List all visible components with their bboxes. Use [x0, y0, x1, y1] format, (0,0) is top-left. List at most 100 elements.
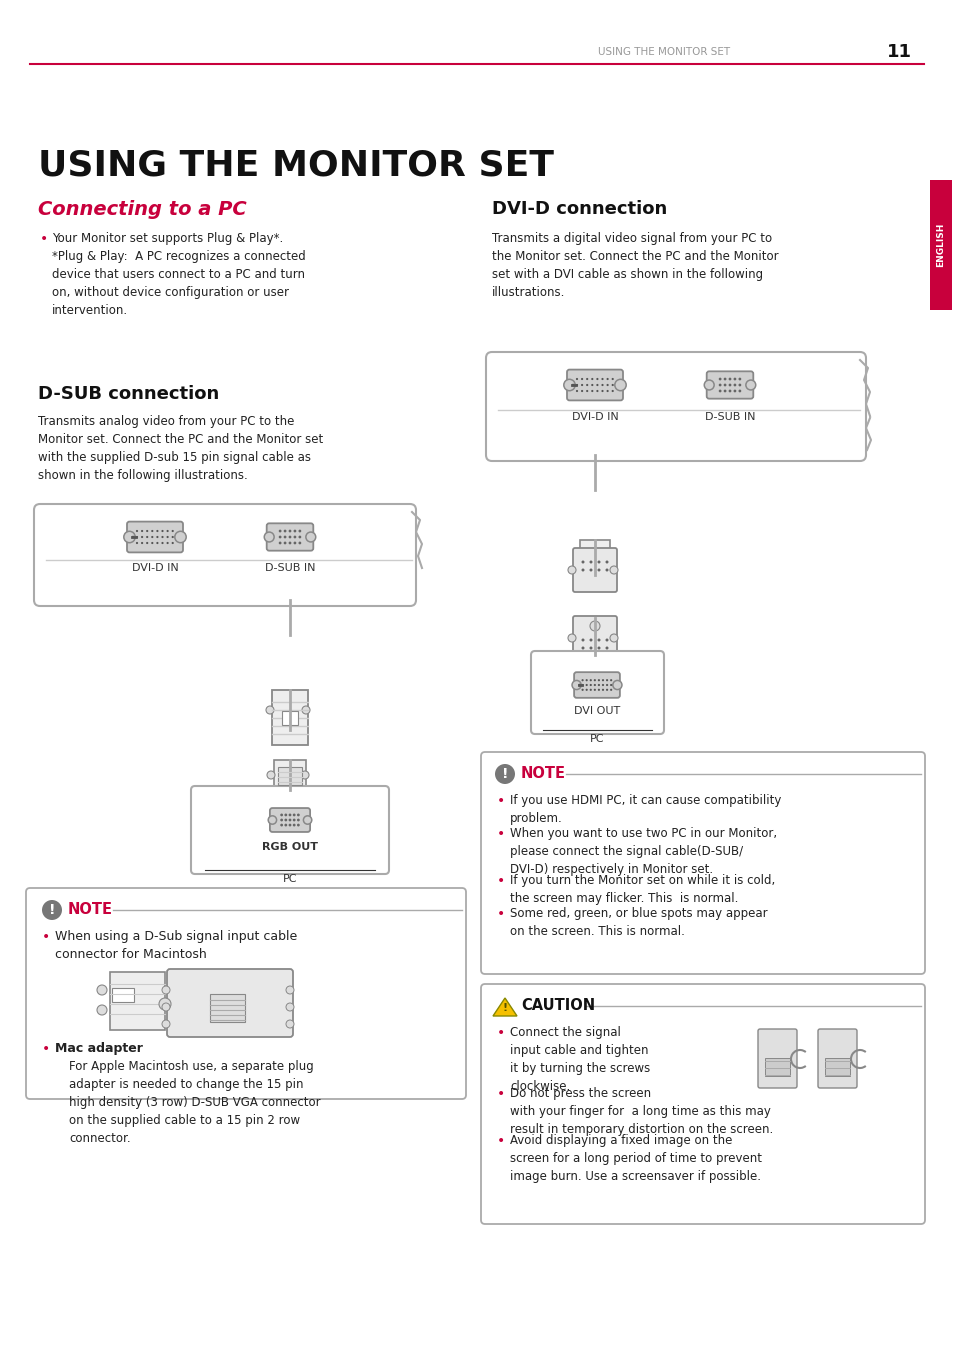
- Text: D-SUB IN: D-SUB IN: [265, 563, 314, 573]
- Circle shape: [151, 530, 153, 532]
- Circle shape: [589, 683, 591, 686]
- Text: When you want to use two PC in our Monitor,
please connect the signal cable(D-SU: When you want to use two PC in our Monit…: [510, 828, 777, 876]
- Circle shape: [585, 377, 588, 380]
- Circle shape: [596, 384, 598, 386]
- Circle shape: [135, 530, 138, 532]
- Text: DVI-D IN: DVI-D IN: [571, 412, 618, 422]
- Text: NOTE: NOTE: [68, 903, 112, 918]
- Circle shape: [600, 377, 603, 380]
- Text: USING THE MONITOR SET: USING THE MONITOR SET: [598, 47, 729, 57]
- Text: !: !: [502, 1003, 507, 1012]
- Circle shape: [605, 561, 608, 563]
- Circle shape: [593, 679, 596, 681]
- Circle shape: [278, 530, 281, 532]
- Text: If you use HDMI PC, it can cause compatibility
problem.: If you use HDMI PC, it can cause compati…: [510, 794, 781, 825]
- Circle shape: [156, 542, 158, 545]
- Circle shape: [585, 390, 588, 392]
- Circle shape: [167, 542, 169, 545]
- Circle shape: [303, 816, 312, 824]
- Circle shape: [585, 679, 587, 681]
- Circle shape: [576, 377, 578, 380]
- Circle shape: [606, 377, 608, 380]
- Circle shape: [301, 771, 309, 779]
- Circle shape: [581, 561, 584, 563]
- Circle shape: [289, 824, 291, 826]
- Circle shape: [286, 1020, 294, 1029]
- Text: Transmits a digital video signal from your PC to
the Monitor set. Connect the PC: Transmits a digital video signal from yo…: [492, 232, 778, 299]
- Circle shape: [611, 384, 613, 386]
- FancyBboxPatch shape: [127, 522, 183, 553]
- Circle shape: [283, 530, 286, 532]
- Circle shape: [581, 639, 584, 642]
- Text: •: •: [42, 930, 51, 944]
- Circle shape: [591, 390, 593, 392]
- Circle shape: [589, 569, 592, 572]
- Text: •: •: [497, 1134, 505, 1148]
- Text: Connect the signal
input cable and tighten
it by turning the screws
clockwise.: Connect the signal input cable and tight…: [510, 1026, 650, 1093]
- Circle shape: [280, 824, 283, 826]
- FancyBboxPatch shape: [277, 767, 302, 785]
- Circle shape: [718, 390, 720, 392]
- Text: ENGLISH: ENGLISH: [936, 222, 944, 267]
- Circle shape: [605, 647, 608, 650]
- Circle shape: [298, 542, 301, 545]
- Circle shape: [132, 535, 134, 538]
- Circle shape: [172, 537, 173, 538]
- FancyBboxPatch shape: [531, 651, 663, 735]
- Circle shape: [294, 542, 296, 545]
- Circle shape: [581, 683, 583, 686]
- Circle shape: [162, 1003, 170, 1011]
- Text: DVI OUT: DVI OUT: [574, 706, 619, 716]
- Circle shape: [135, 537, 138, 538]
- Circle shape: [596, 377, 598, 380]
- Circle shape: [296, 818, 299, 821]
- Circle shape: [298, 535, 301, 538]
- Text: DVI-D IN: DVI-D IN: [132, 563, 178, 573]
- Circle shape: [172, 530, 173, 532]
- Text: Transmits analog video from your PC to the
Monitor set. Connect the PC and the M: Transmits analog video from your PC to t…: [38, 415, 323, 483]
- Circle shape: [581, 689, 583, 692]
- Circle shape: [580, 377, 582, 380]
- Circle shape: [264, 532, 274, 542]
- FancyBboxPatch shape: [480, 752, 924, 975]
- Circle shape: [596, 390, 598, 392]
- Bar: [824, 1058, 849, 1076]
- Circle shape: [585, 683, 587, 686]
- Circle shape: [591, 384, 593, 386]
- Circle shape: [172, 542, 173, 545]
- Text: 11: 11: [886, 43, 911, 61]
- Circle shape: [738, 384, 740, 387]
- Circle shape: [495, 764, 515, 785]
- Circle shape: [161, 537, 163, 538]
- Text: USING THE MONITOR SET: USING THE MONITOR SET: [38, 148, 554, 182]
- Circle shape: [296, 824, 299, 826]
- Circle shape: [609, 679, 612, 681]
- Circle shape: [600, 390, 603, 392]
- Circle shape: [578, 683, 580, 686]
- Circle shape: [156, 537, 158, 538]
- Circle shape: [167, 537, 169, 538]
- Bar: [929, 181, 951, 310]
- Circle shape: [280, 814, 283, 817]
- Text: Your Monitor set supports Plug & Play*.
*Plug & Play:  A PC recognizes a connect: Your Monitor set supports Plug & Play*. …: [52, 232, 305, 317]
- Circle shape: [733, 390, 736, 392]
- Text: •: •: [497, 794, 505, 807]
- Circle shape: [605, 683, 608, 686]
- Circle shape: [289, 535, 291, 538]
- Circle shape: [589, 679, 591, 681]
- Circle shape: [718, 377, 720, 380]
- Circle shape: [728, 377, 731, 380]
- Circle shape: [572, 681, 580, 690]
- Circle shape: [580, 384, 582, 386]
- Circle shape: [289, 530, 291, 532]
- Circle shape: [611, 390, 613, 392]
- Text: Avoid displaying a fixed image on the
screen for a long period of time to preven: Avoid displaying a fixed image on the sc…: [510, 1134, 761, 1184]
- Circle shape: [589, 639, 592, 642]
- FancyBboxPatch shape: [566, 369, 622, 400]
- Circle shape: [601, 683, 603, 686]
- Text: Do not press the screen
with your finger for  a long time as this may
result in : Do not press the screen with your finger…: [510, 1086, 773, 1136]
- Circle shape: [601, 679, 603, 681]
- Circle shape: [609, 689, 612, 692]
- Text: Mac adapter: Mac adapter: [55, 1042, 143, 1055]
- Circle shape: [606, 390, 608, 392]
